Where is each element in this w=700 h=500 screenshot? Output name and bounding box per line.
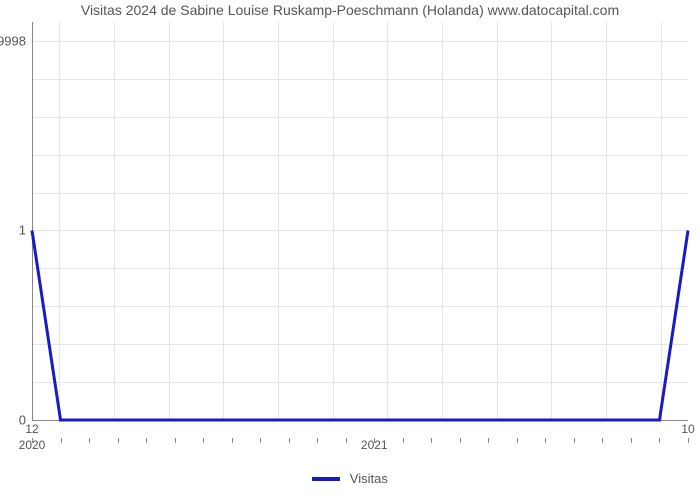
x-minor-tick [602,438,603,443]
x-minor-tick [118,438,119,443]
legend-label: Visitas [350,471,388,486]
x-minor-tick [61,438,62,443]
x-minor-tick [631,438,632,443]
x-tick-label: 10 [681,420,694,436]
x-minor-tick [545,438,546,443]
x-year-label: 2020 [19,438,46,452]
x-minor-tick [488,438,489,443]
series-line [32,22,688,420]
x-minor-tick [203,438,204,443]
chart-title: Visitas 2024 de Sabine Louise Ruskamp-Po… [0,2,700,18]
legend-swatch [312,477,340,481]
x-minor-tick [260,438,261,443]
y-tick-label: 1 [19,223,32,238]
x-minor-tick [146,438,147,443]
chart-legend: Visitas [0,470,700,486]
x-minor-tick [431,438,432,443]
x-minor-tick [574,438,575,443]
x-minor-tick [688,438,689,443]
x-minor-tick [517,438,518,443]
visits-chart: Visitas 2024 de Sabine Louise Ruskamp-Po… [0,0,700,500]
plot-area: 011.9999999999999998121020202021 [32,22,688,420]
x-minor-tick [289,438,290,443]
y-tick-label: 1.9999999999999998 [0,33,32,48]
x-minor-tick [232,438,233,443]
x-minor-tick [317,438,318,443]
x-minor-tick [460,438,461,443]
x-minor-tick [89,438,90,443]
x-tick-label: 12 [25,420,38,436]
x-minor-tick [346,438,347,443]
x-minor-tick [175,438,176,443]
x-minor-tick [659,438,660,443]
x-minor-tick [403,438,404,443]
x-year-label: 2021 [361,438,388,452]
